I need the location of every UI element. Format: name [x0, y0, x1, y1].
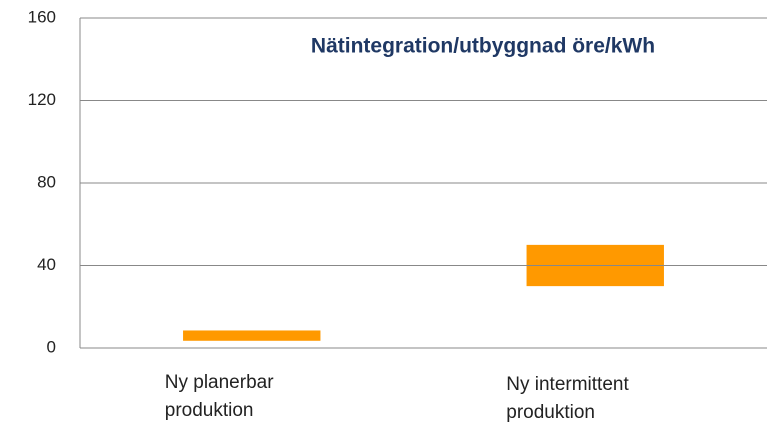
bar — [183, 330, 321, 341]
x-tick-label: produktion — [165, 400, 254, 421]
x-tick-label: Ny intermittent — [506, 374, 629, 395]
y-tick-label: 0 — [47, 337, 56, 356]
y-tick-label: 120 — [28, 90, 56, 109]
chart-title: Nätintegration/utbyggnad öre/kWh — [311, 35, 655, 58]
y-tick-label: 80 — [37, 172, 56, 191]
x-tick-label: produktion — [506, 402, 595, 423]
y-tick-label: 160 — [28, 7, 56, 26]
y-tick-label: 40 — [37, 255, 56, 274]
x-tick-label: Ny planerbar — [165, 372, 274, 393]
